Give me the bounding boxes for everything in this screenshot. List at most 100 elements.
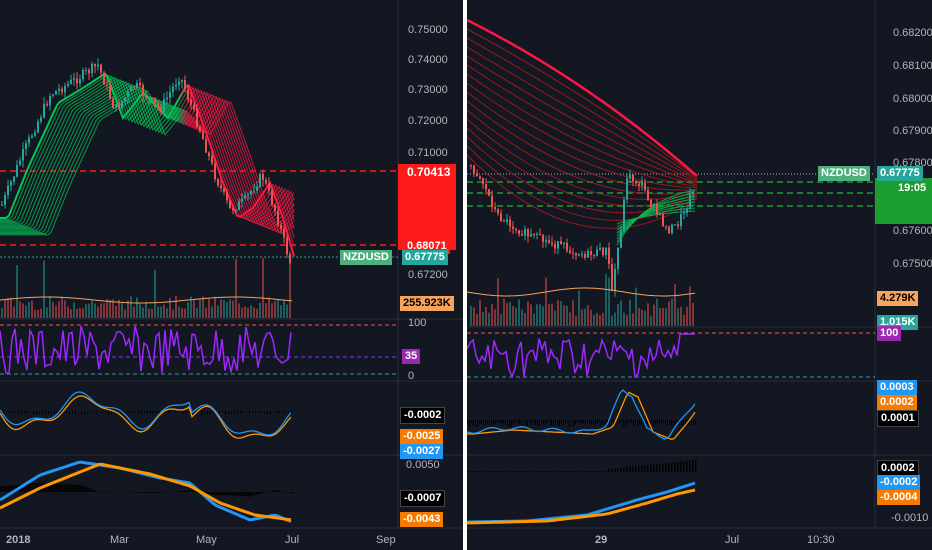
volume-bar bbox=[482, 312, 484, 326]
chart-panel-right[interactable]: 0.68200 0.68100 0.68000 0.67900 0.67800 … bbox=[467, 0, 932, 550]
osc-histogram-bar bbox=[72, 411, 73, 415]
osc-histogram-bar bbox=[681, 420, 682, 427]
osc-histogram-bar bbox=[198, 411, 199, 413]
osc-histogram-bar bbox=[156, 411, 157, 413]
right-chart-svg[interactable] bbox=[467, 0, 932, 550]
price-tick: 0.67900 bbox=[893, 125, 932, 137]
candle-body bbox=[166, 97, 168, 100]
candle-body bbox=[136, 83, 138, 88]
osc-histogram-bar bbox=[90, 411, 91, 413]
candle-body bbox=[247, 194, 249, 196]
macd-histogram-bar bbox=[226, 492, 228, 496]
osc-histogram-bar bbox=[63, 411, 64, 414]
candle-body bbox=[683, 212, 685, 214]
price-tick: 0.67200 bbox=[408, 269, 448, 281]
macd-histogram-bar bbox=[92, 489, 94, 492]
candle-body bbox=[509, 219, 511, 227]
ma-ribbon-line bbox=[0, 88, 295, 235]
left-chart-svg[interactable] bbox=[0, 0, 463, 550]
macd-histogram-bar bbox=[208, 492, 210, 494]
volume-bar bbox=[647, 303, 649, 326]
volume-bar bbox=[154, 269, 156, 318]
volume-bar bbox=[52, 302, 54, 318]
volume-bar bbox=[64, 300, 66, 318]
osc-histogram-bar bbox=[111, 411, 112, 415]
candle-body bbox=[31, 135, 33, 138]
candle-body bbox=[659, 214, 661, 216]
candle-body bbox=[491, 195, 493, 208]
volume-bar bbox=[527, 301, 529, 326]
osc-histogram-bar bbox=[165, 411, 166, 413]
volume-bar bbox=[503, 298, 505, 326]
macd-histogram-bar bbox=[138, 492, 140, 493]
price-tick: 0.72000 bbox=[408, 115, 448, 127]
volume-bar bbox=[536, 304, 538, 326]
candle-body bbox=[175, 84, 177, 87]
volume-bar bbox=[280, 305, 282, 318]
osc-histogram-bar bbox=[102, 411, 103, 414]
osc-histogram-bar bbox=[225, 411, 226, 415]
volume-bar bbox=[668, 301, 670, 326]
candle-body bbox=[692, 192, 694, 195]
volume-bar bbox=[551, 303, 553, 326]
candle-body bbox=[208, 152, 210, 156]
osc-histogram-bar bbox=[487, 420, 488, 423]
volume-bar bbox=[97, 306, 99, 318]
ma-ribbon-line bbox=[616, 210, 696, 225]
osc-histogram-bar bbox=[183, 411, 184, 415]
volume-badge: 255.923K bbox=[400, 296, 454, 311]
volume-bar bbox=[572, 300, 574, 326]
macd-histogram-bar bbox=[216, 492, 218, 496]
candle-body bbox=[584, 254, 586, 258]
candle-body bbox=[124, 97, 126, 102]
osc-histogram-bar bbox=[99, 411, 100, 413]
candle-body bbox=[512, 226, 514, 229]
macd-histogram-bar bbox=[256, 492, 258, 495]
macd-histogram-bar bbox=[563, 471, 565, 472]
volume-bar bbox=[584, 308, 586, 326]
osc-histogram-bar bbox=[138, 411, 139, 415]
osc-histogram-bar bbox=[633, 420, 634, 427]
osc-histogram-bar bbox=[685, 420, 686, 425]
osc-histogram-bar bbox=[219, 411, 220, 415]
osc-histogram-bar bbox=[288, 411, 289, 414]
macd-histogram-bar bbox=[232, 492, 234, 496]
candle-body bbox=[488, 189, 490, 196]
candle-body bbox=[187, 89, 189, 100]
volume-bar bbox=[677, 308, 679, 326]
macd-histogram-bar bbox=[72, 484, 74, 492]
volume-bar bbox=[46, 307, 48, 318]
osc-histogram-bar bbox=[653, 420, 654, 427]
candle-body bbox=[638, 183, 640, 186]
macd-histogram-bar bbox=[659, 463, 661, 472]
osc-histogram-bar bbox=[258, 411, 259, 413]
macd-histogram-bar bbox=[488, 471, 490, 472]
candle-body bbox=[169, 92, 171, 98]
candle-body bbox=[7, 185, 9, 195]
volume-bar bbox=[130, 296, 132, 318]
osc-histogram-bar bbox=[120, 411, 121, 413]
macd-histogram-bar bbox=[64, 484, 66, 492]
macd-histogram-bar bbox=[10, 485, 12, 492]
candle-body bbox=[515, 228, 517, 231]
chart-panel-left[interactable]: 0.75000 0.74000 0.73000 0.72000 0.71000 … bbox=[0, 0, 463, 550]
volume-bar bbox=[217, 305, 219, 318]
volume-bar bbox=[16, 265, 18, 318]
macd-histogram-bar bbox=[76, 484, 78, 492]
candle-body bbox=[199, 126, 201, 132]
osc-histogram-bar bbox=[505, 420, 506, 423]
volume-bar bbox=[22, 303, 24, 318]
volume-bar bbox=[650, 315, 652, 326]
osc-histogram-bar bbox=[252, 411, 253, 413]
candle-body bbox=[13, 176, 15, 182]
osc-histogram-bar bbox=[691, 420, 692, 426]
osc-histogram-bar bbox=[541, 420, 542, 423]
osc-histogram-bar bbox=[126, 411, 127, 414]
macd-histogram-bar bbox=[214, 492, 216, 496]
osc-histogram-bar bbox=[625, 420, 626, 427]
osc-histogram-bar bbox=[621, 420, 622, 423]
macd-histogram-bar bbox=[280, 491, 282, 492]
candle-body bbox=[572, 252, 574, 254]
macd-histogram-bar bbox=[154, 492, 156, 493]
macd-histogram-bar bbox=[4, 486, 6, 492]
